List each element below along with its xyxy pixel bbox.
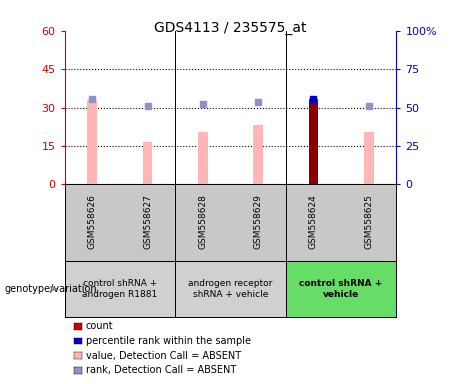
Text: GSM558629: GSM558629 — [254, 194, 263, 248]
Text: GSM558628: GSM558628 — [198, 194, 207, 248]
Bar — [286, 261, 396, 317]
Bar — [364, 132, 374, 184]
Text: GDS4113 / 235575_at: GDS4113 / 235575_at — [154, 21, 307, 35]
Text: GSM558625: GSM558625 — [364, 194, 373, 248]
Bar — [65, 261, 175, 317]
Text: rank, Detection Call = ABSENT: rank, Detection Call = ABSENT — [86, 365, 236, 375]
Text: percentile rank within the sample: percentile rank within the sample — [86, 336, 251, 346]
Text: GSM558626: GSM558626 — [88, 194, 97, 248]
Text: genotype/variation: genotype/variation — [5, 284, 97, 294]
Bar — [308, 99, 319, 184]
Text: GSM558627: GSM558627 — [143, 194, 152, 248]
Bar — [253, 126, 263, 184]
Bar — [142, 142, 153, 184]
Text: count: count — [86, 321, 113, 331]
Text: GSM558624: GSM558624 — [309, 194, 318, 248]
Bar — [175, 261, 286, 317]
Text: control shRNA +
vehicle: control shRNA + vehicle — [300, 279, 383, 299]
Bar — [198, 132, 208, 184]
Bar — [87, 100, 97, 184]
Text: value, Detection Call = ABSENT: value, Detection Call = ABSENT — [86, 351, 241, 361]
Text: control shRNA +
androgen R1881: control shRNA + androgen R1881 — [82, 279, 158, 299]
Text: androgen receptor
shRNA + vehicle: androgen receptor shRNA + vehicle — [188, 279, 273, 299]
